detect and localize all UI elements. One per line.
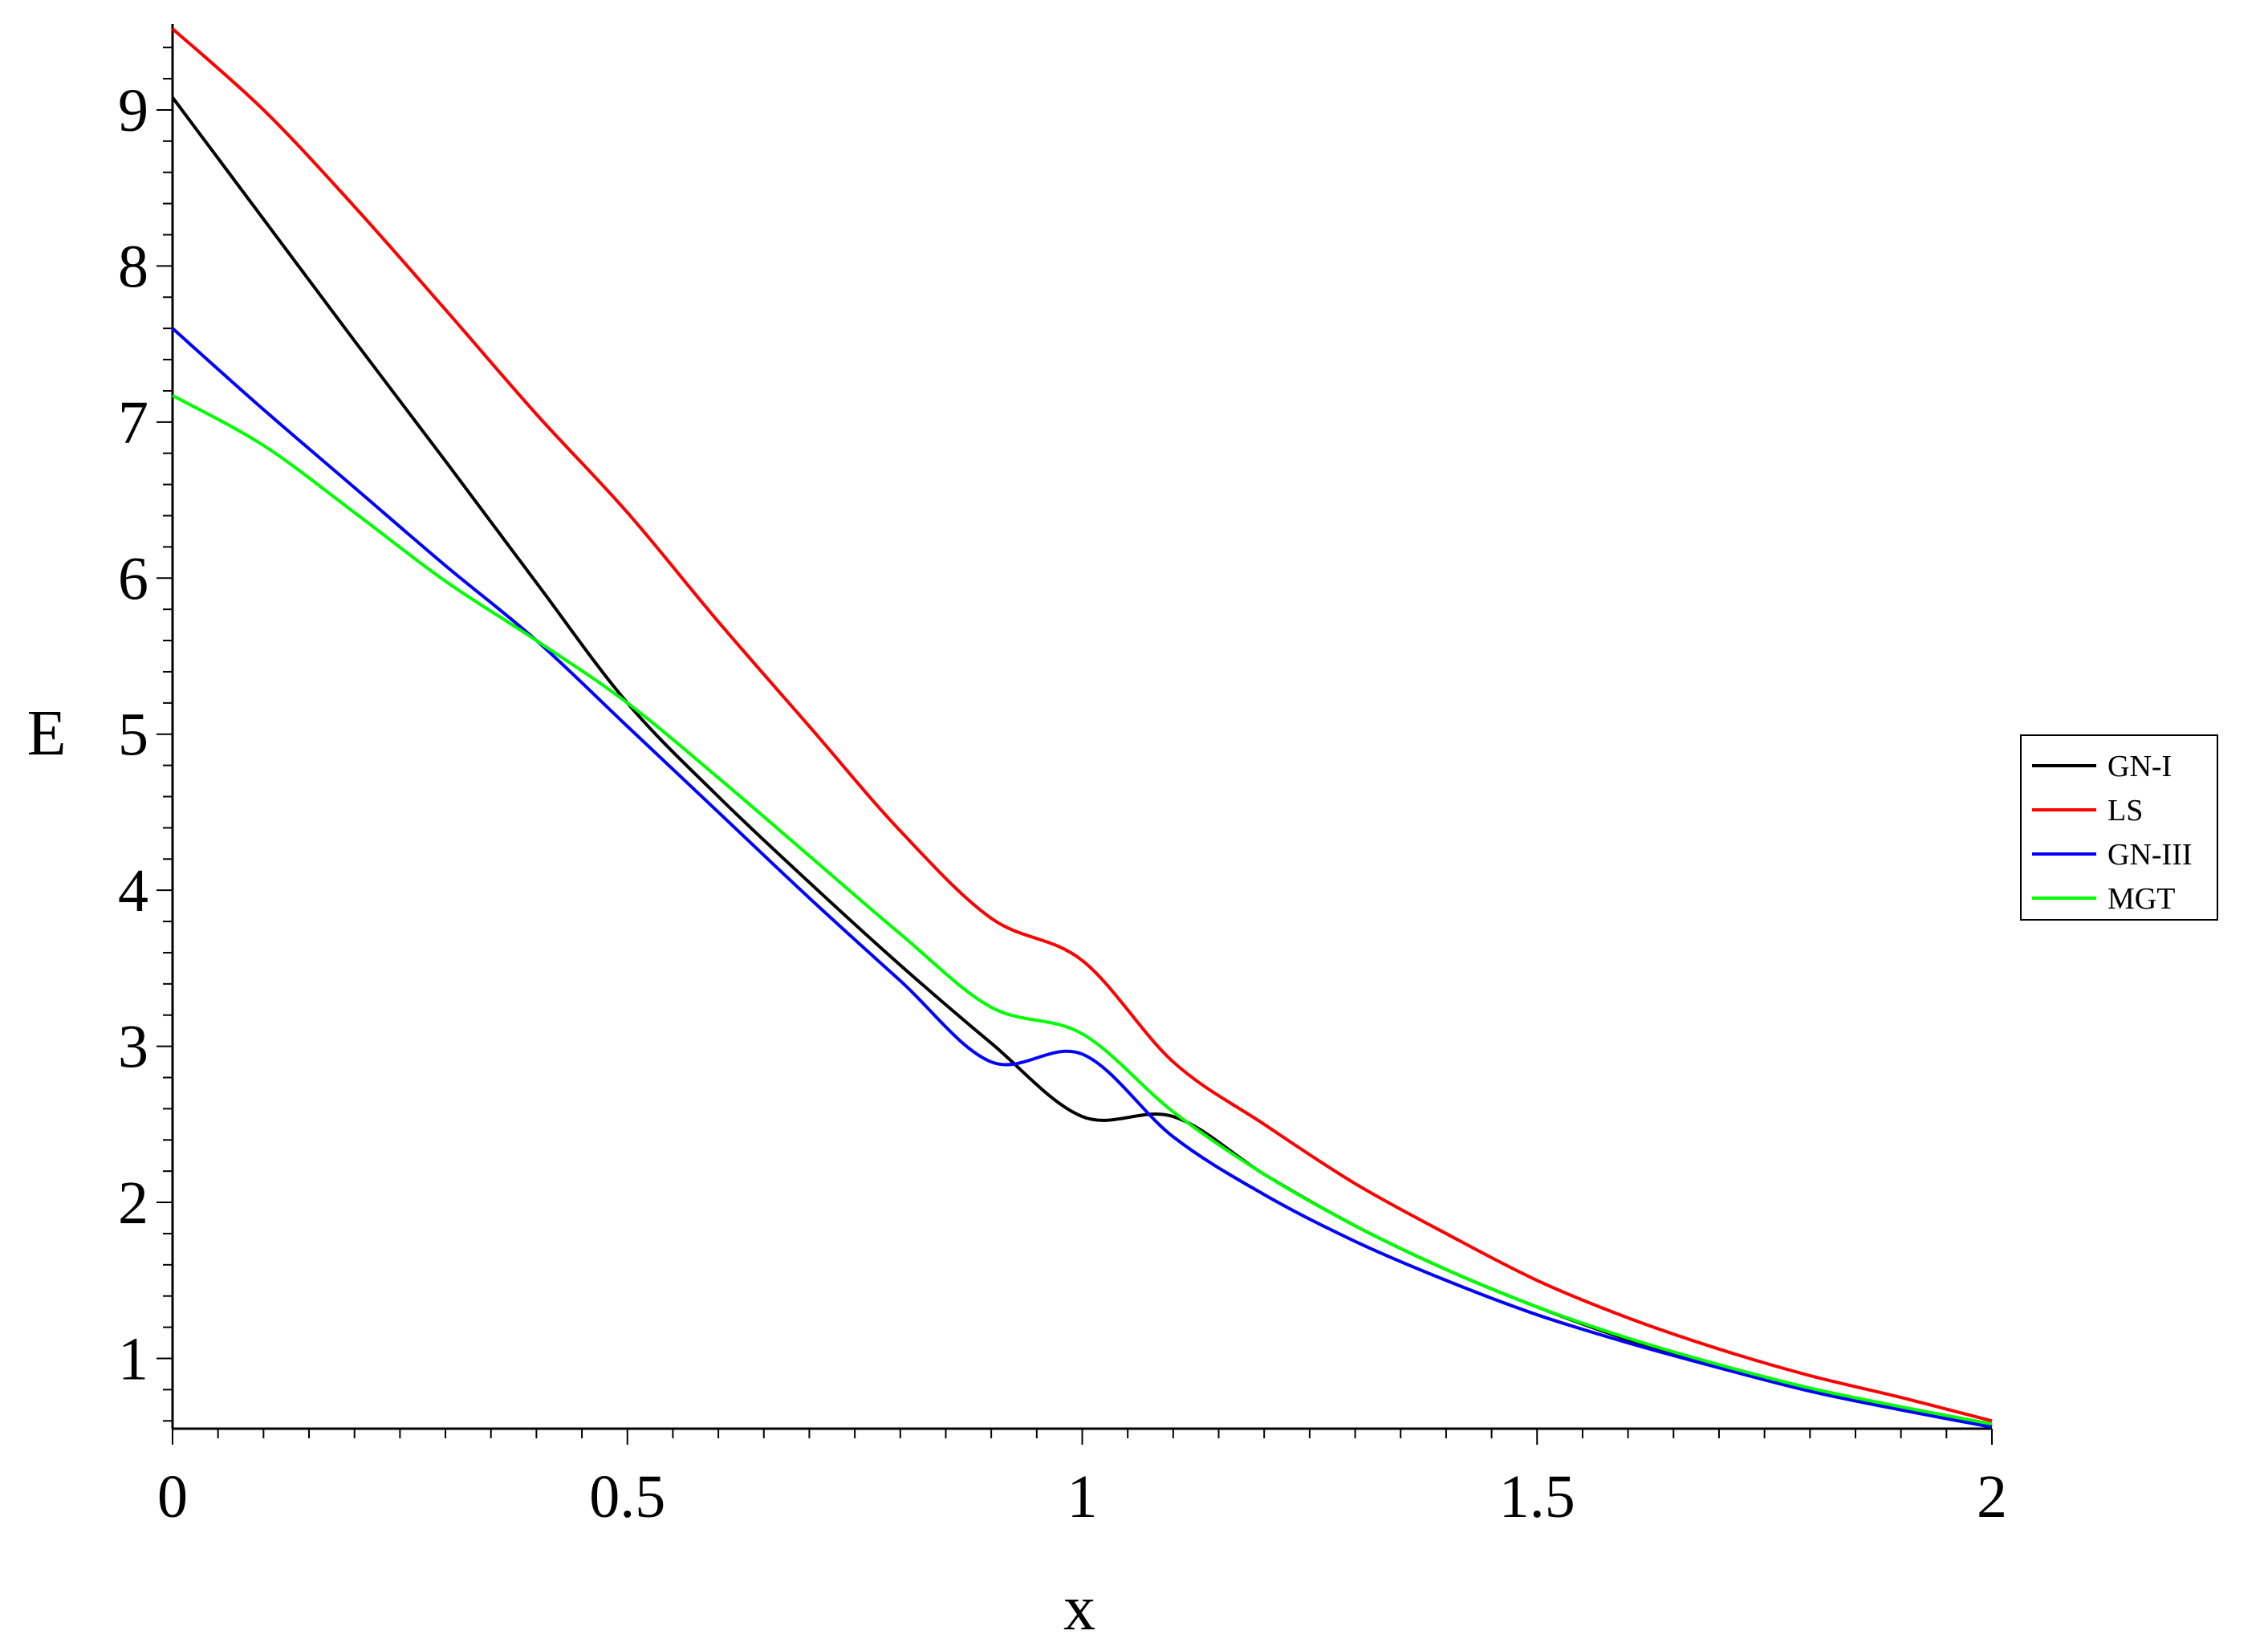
y-tick-label: 7 <box>118 389 148 457</box>
series-line-gn-i <box>171 96 1993 1428</box>
y-ticks: 1 2 3 4 5 6 7 8 9 <box>118 47 173 1422</box>
y-tick-label: 8 <box>118 233 148 300</box>
y-tick-label: 9 <box>118 77 148 144</box>
x-tick-label: 0 <box>157 1463 188 1531</box>
y-tick-label: 4 <box>118 857 148 925</box>
series-line-ls <box>171 27 1993 1423</box>
x-tick-label: 2 <box>1977 1463 2007 1531</box>
y-tick-label: 2 <box>118 1169 148 1237</box>
axes <box>171 24 1992 1430</box>
legend-label: GN-III <box>2107 838 2193 872</box>
y-axis-title: E <box>27 698 67 769</box>
series-line-gn-iii <box>171 327 1993 1429</box>
legend-label: GN-I <box>2107 750 2172 783</box>
x-tick-label: 0.5 <box>589 1463 665 1531</box>
legend-label: LS <box>2107 794 2143 828</box>
x-axis-title: x <box>1063 1573 1095 1644</box>
y-tick-label: 1 <box>118 1326 148 1393</box>
y-tick-label: 5 <box>118 701 148 769</box>
x-tick-label: 1.5 <box>1499 1463 1575 1531</box>
legend-label: MGT <box>2107 882 2175 916</box>
plot-lines <box>171 27 1993 1429</box>
y-tick-label: 3 <box>118 1014 148 1081</box>
legend: GN-I LS GN-III MGT <box>2020 734 2218 921</box>
legend-items: GN-I LS GN-III MGT <box>2032 750 2193 916</box>
x-ticks: 0 0.5 1 1.5 2 <box>157 1429 2007 1531</box>
x-tick-label: 1 <box>1067 1463 1098 1531</box>
y-tick-label: 6 <box>118 545 148 612</box>
series-line-mgt <box>172 394 1993 1426</box>
